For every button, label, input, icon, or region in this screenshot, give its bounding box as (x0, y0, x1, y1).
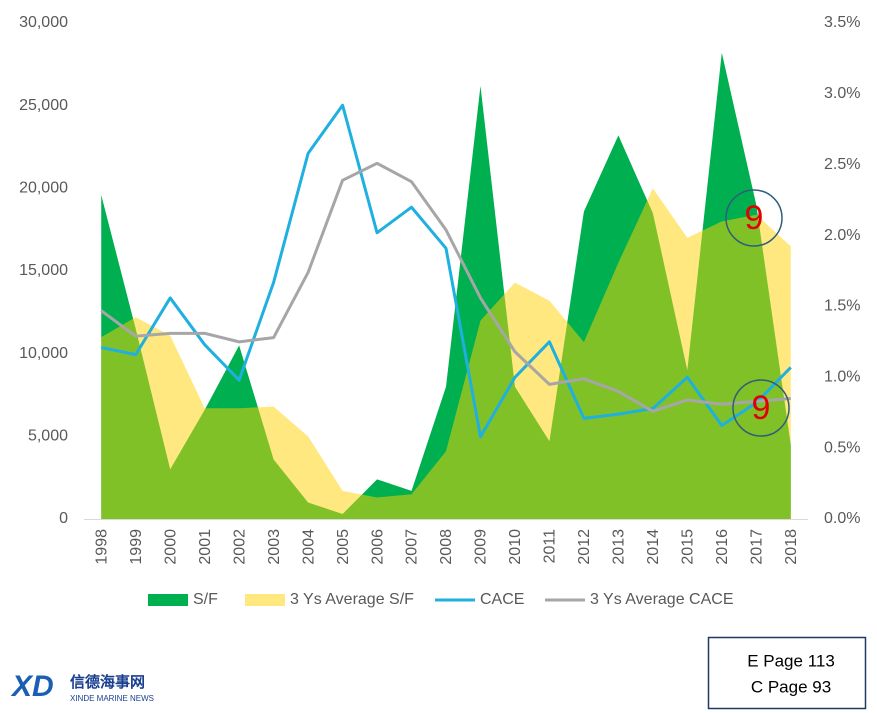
y-tick-label: 30,000 (19, 14, 68, 31)
x-tick-label: 2012 (576, 529, 593, 565)
annotation: 9 (745, 199, 764, 237)
y-tick-label: 0 (59, 510, 68, 527)
legend-swatch (245, 594, 285, 606)
x-tick-label: 2013 (611, 529, 628, 565)
y-tick-label: 25,000 (19, 97, 68, 114)
x-tick-label: 2016 (714, 529, 731, 565)
y-tick-label: 15,000 (19, 262, 68, 279)
legend-label: S/F (193, 591, 218, 608)
legend-label: 3 Ys Average S/F (290, 591, 414, 608)
plot (100, 52, 792, 520)
page-ref-box (707, 636, 867, 710)
y2-tick-label: 3.5% (824, 14, 860, 31)
legend-label: CACE (480, 591, 524, 608)
y2-tick-label: 2.5% (824, 156, 860, 173)
page-ref: C Page 93 (751, 677, 831, 696)
annotation: 9 (752, 389, 771, 427)
x-tick-label: 2000 (162, 529, 179, 565)
y-tick-label: 10,000 (19, 345, 68, 362)
y2-tick-label: 1.5% (824, 298, 860, 315)
x-tick-label: 2005 (335, 529, 352, 565)
annotation-circle (732, 379, 790, 437)
y-tick-label: 20,000 (19, 180, 68, 197)
legend-swatch (148, 594, 188, 606)
x-tick-label: 2004 (300, 529, 317, 565)
y2-tick-label: 0.5% (824, 439, 860, 456)
line (100, 161, 791, 413)
y2-tick-label: 3.0% (824, 85, 860, 102)
line (100, 103, 792, 439)
x-tick-label: 2003 (266, 529, 283, 565)
x-tick-label: 2002 (231, 529, 248, 565)
logo-mark: XD (10, 670, 54, 703)
logo-name: 信德海事网 (70, 673, 145, 691)
x-tick-label: 2007 (404, 529, 421, 565)
x-tick-label: 1999 (128, 529, 145, 565)
x-tick-label: 2010 (507, 529, 524, 565)
x-tick-label: 2011 (542, 529, 559, 564)
y2-tick-label: 1.0% (824, 369, 860, 386)
x-tick-label: 2001 (197, 529, 214, 565)
y2-tick-label: 0.0% (824, 510, 860, 527)
y2-tick-label: 2.0% (824, 227, 860, 244)
x-tick-label: 2015 (680, 529, 697, 565)
legend-label: 3 Ys Average CACE (590, 591, 734, 608)
logo-subtitle: XINDE MARINE NEWS (70, 694, 154, 703)
x-tick-label: 2018 (783, 529, 800, 565)
x-tick-label: 2008 (438, 529, 455, 565)
x-tick-label: 2017 (749, 529, 766, 565)
x-tick-label: 1998 (93, 529, 110, 565)
area (101, 188, 791, 520)
x-tick-label: 2006 (369, 529, 386, 565)
x-tick-label: 2014 (645, 529, 662, 565)
page-ref: E Page 113 (747, 651, 835, 670)
x-tick-label: 2009 (473, 529, 490, 565)
annotation-circle (725, 189, 783, 247)
y-tick-label: 5,000 (28, 428, 68, 445)
